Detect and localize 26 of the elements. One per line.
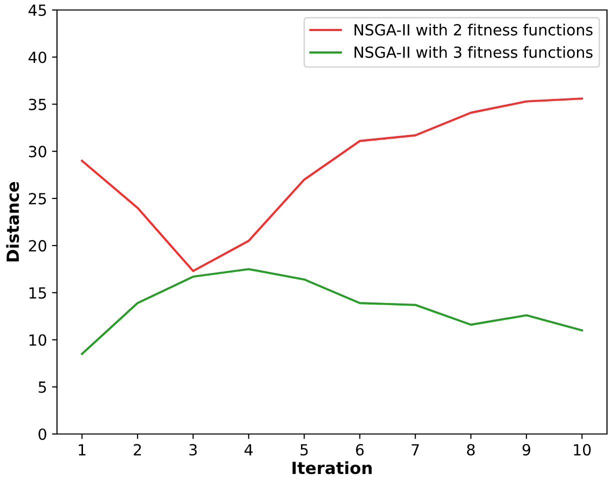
- y-tick-label: 35: [29, 98, 46, 110]
- legend-label: NSGA-II with 3 fitness functions: [354, 46, 593, 58]
- x-tick-label: 4: [244, 444, 253, 456]
- legend-label: NSGA-II with 2 fitness functions: [354, 24, 593, 36]
- y-tick-label: 45: [28, 4, 46, 16]
- y-tick-label: 15: [30, 287, 46, 299]
- y-tick-label: 0: [38, 428, 46, 440]
- y-axis-title: Distance: [6, 182, 20, 262]
- x-tick-label: 3: [189, 444, 197, 456]
- x-tick-label: 7: [412, 444, 419, 456]
- y-tick-label: 5: [38, 382, 46, 393]
- x-tick-label: 10: [574, 444, 591, 456]
- y-tick-label: 10: [30, 334, 46, 346]
- line-series: [80, 268, 584, 355]
- y-tick-label: 25: [28, 192, 46, 204]
- x-tick-label: 8: [467, 444, 475, 456]
- x-tick-label: 1: [78, 444, 86, 456]
- x-tick-label: 9: [522, 444, 530, 456]
- line-series: [80, 98, 584, 272]
- x-tick-label: 5: [300, 444, 308, 456]
- y-tick-label: 20: [28, 240, 46, 252]
- y-tick-label: 40: [28, 52, 46, 64]
- x-tick-label: 2: [134, 444, 141, 456]
- x-tick-label: 6: [356, 444, 364, 456]
- y-tick-label: 30: [29, 146, 46, 158]
- x-axis-title: Iteration: [292, 461, 372, 474]
